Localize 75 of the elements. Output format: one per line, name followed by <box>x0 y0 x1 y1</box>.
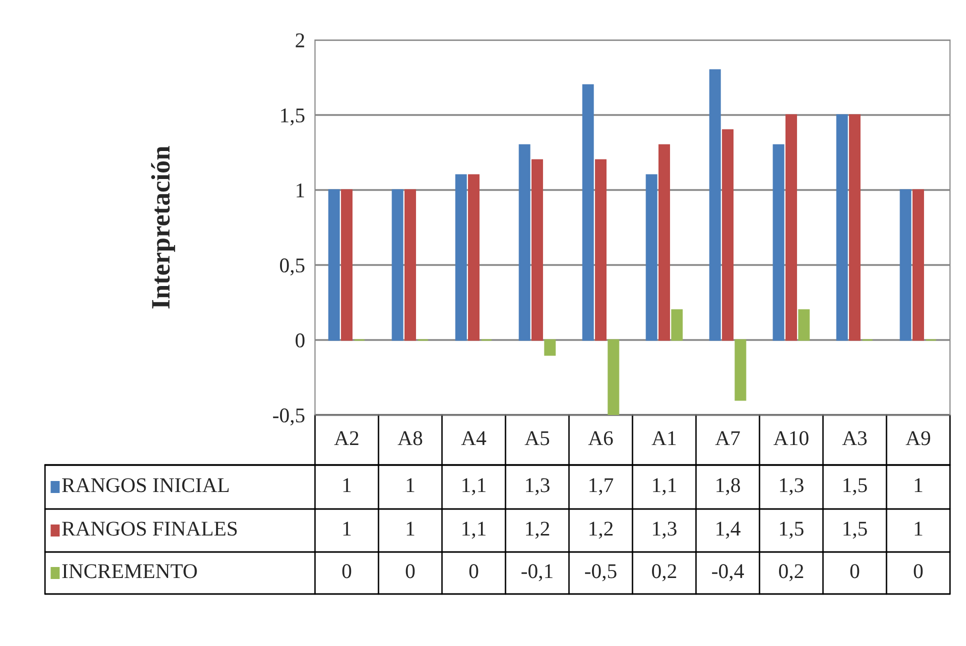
x-tick-label: A1 <box>652 431 676 446</box>
y-tick-label: 1,5 <box>281 108 304 126</box>
bar <box>392 189 404 341</box>
data-label: 0 <box>406 564 415 578</box>
y-tick-label: -0,5 <box>273 408 304 426</box>
bar <box>772 144 784 341</box>
bar <box>722 129 734 341</box>
data-label: 1,5 <box>844 522 867 539</box>
data-label: 0,2 <box>652 564 676 582</box>
y-tick-label: 1 <box>296 183 304 198</box>
bar <box>836 114 848 341</box>
x-tick-label: A8 <box>398 431 422 446</box>
bar <box>646 174 658 341</box>
data-label: 1,4 <box>716 522 740 539</box>
bar <box>468 174 480 341</box>
data-label: 1 <box>914 522 922 536</box>
data-label: 1,1 <box>462 478 486 496</box>
x-tick-label: A3 <box>842 431 867 446</box>
x-tick-label: A6 <box>588 431 613 446</box>
data-label: 1 <box>406 522 414 536</box>
legend-label: INCREMENTO <box>62 564 197 578</box>
bar <box>531 159 544 341</box>
x-tick-label: A9 <box>906 431 930 446</box>
bar <box>785 114 798 341</box>
bar <box>658 144 670 341</box>
bar <box>734 339 746 401</box>
data-label: 0 <box>850 564 860 578</box>
y-tick-label: 0,5 <box>280 258 304 276</box>
data-label: -0,1 <box>522 564 552 582</box>
bar <box>340 189 353 341</box>
data-label: 1,1 <box>462 522 486 539</box>
x-tick-label: A7 <box>715 431 740 446</box>
legend-label: RANGOS INICIAL <box>62 478 229 492</box>
data-label: 1 <box>343 478 351 492</box>
y-axis-title: Interpretación <box>151 146 176 308</box>
data-label: 1,1 <box>653 478 676 496</box>
data-label: 1 <box>406 478 414 492</box>
bar <box>404 189 416 341</box>
data-label: 1 <box>343 522 351 536</box>
x-tick-label: A4 <box>461 431 486 446</box>
bar <box>848 114 861 341</box>
data-label: -0,5 <box>585 564 616 582</box>
bar <box>328 189 340 341</box>
data-label: 1,2 <box>526 522 550 539</box>
bar <box>912 189 924 341</box>
data-label: -0,4 <box>712 564 744 582</box>
bar <box>709 69 721 341</box>
bar <box>900 189 912 341</box>
legend-label: RANGOS FINALES <box>62 522 237 536</box>
y-tick-label: 0 <box>296 333 304 348</box>
data-label: 1,3 <box>780 478 804 496</box>
data-label: 0,2 <box>779 564 804 582</box>
data-label: 0 <box>469 564 478 578</box>
y-tick-label: 2 <box>296 33 304 48</box>
bar <box>544 339 556 356</box>
data-label: 0 <box>342 564 352 578</box>
x-tick-label: A2 <box>334 431 358 446</box>
data-label: 1,3 <box>653 522 676 539</box>
bar <box>671 309 683 341</box>
bar <box>455 174 467 341</box>
bar <box>582 84 594 341</box>
data-label: 1,2 <box>590 522 613 539</box>
data-label: 1,3 <box>526 478 550 496</box>
bar <box>518 144 530 341</box>
data-label: 1 <box>914 478 922 492</box>
bar <box>594 159 607 341</box>
x-tick-label: A5 <box>524 431 550 446</box>
data-label: 0 <box>914 564 923 578</box>
data-label: 1,8 <box>716 478 740 496</box>
x-tick-label: A10 <box>774 431 808 446</box>
data-label: 1,7 <box>590 478 614 496</box>
data-label: 1,5 <box>844 478 867 496</box>
data-label: 1,5 <box>780 522 804 539</box>
bar <box>608 339 620 415</box>
bar <box>798 309 810 341</box>
